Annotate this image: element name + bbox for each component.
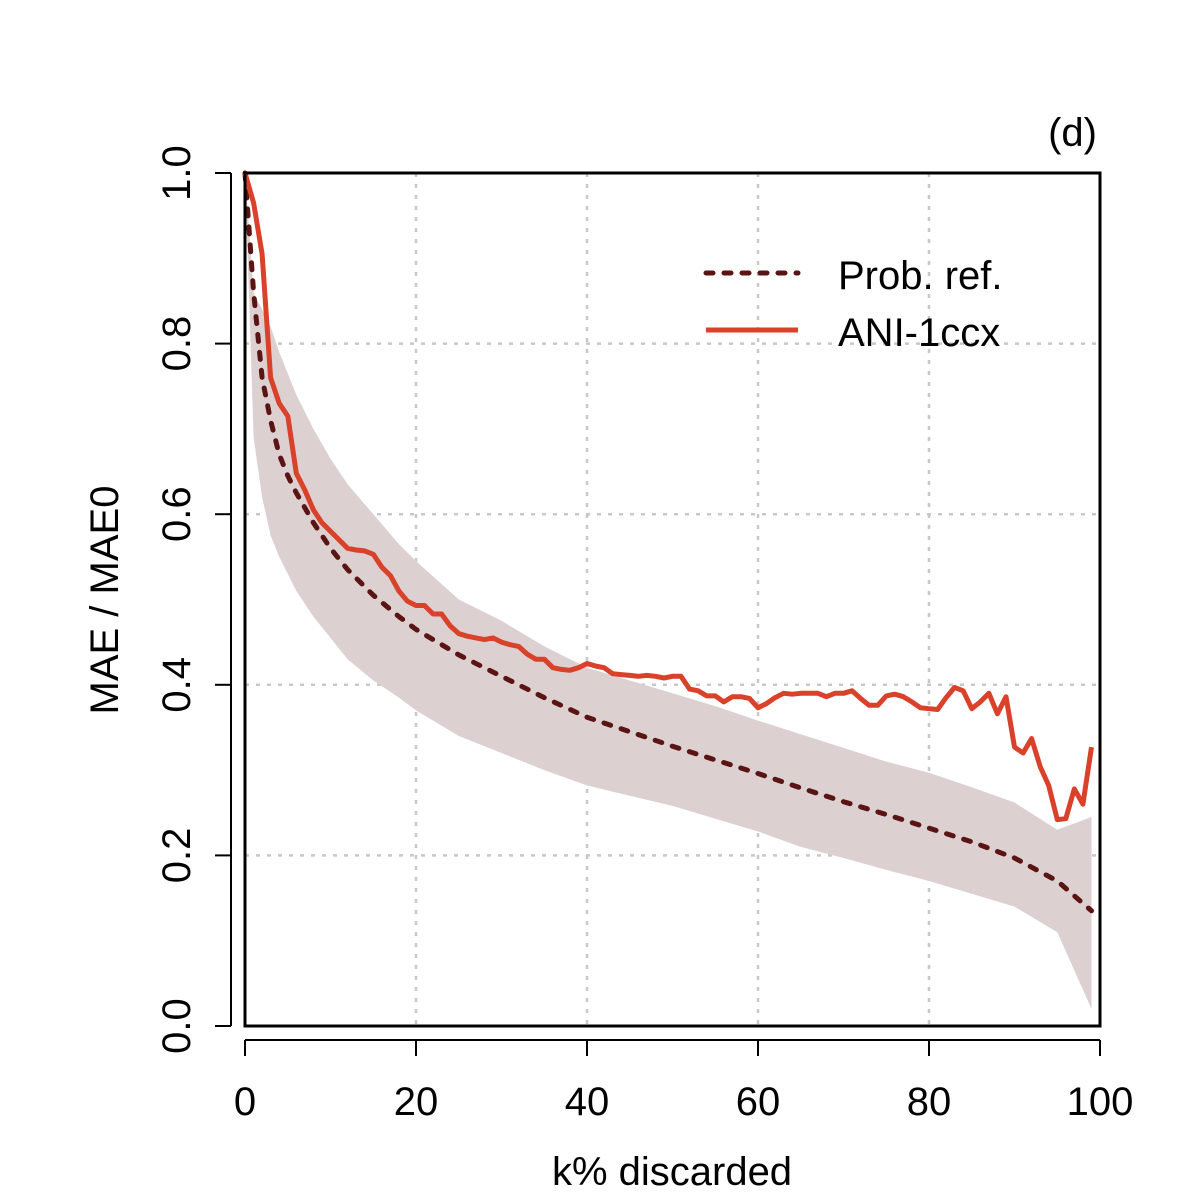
x-tick-label: 20: [394, 1080, 439, 1124]
uncertainty-band-layer: [245, 173, 1092, 1009]
y-tick-label: 0.8: [155, 316, 199, 372]
series-line-prob-ref: [242, 170, 1094, 914]
legend-label-prob-ref: Prob. ref.: [838, 254, 1003, 298]
uncertainty-band: [245, 173, 1092, 1009]
x-tick-label: 100: [1067, 1080, 1134, 1124]
plot-frame: [243, 171, 1102, 1028]
y-tick-label: 0.0: [155, 998, 199, 1054]
x-axis-title: k% discarded: [552, 1150, 792, 1194]
legend: Prob. ref. ANI-1ccx: [703, 254, 1003, 355]
x-tick-label: 0: [234, 1080, 256, 1124]
series-layer: [242, 170, 1094, 914]
axes: 0 20 40 60 80 100 0.0 0.2 0.4 0.6 0.8 1.0: [155, 145, 1133, 1124]
x-tick-label: 60: [736, 1080, 781, 1124]
x-tick-label: 40: [565, 1080, 610, 1124]
series-line-ani-1ccx: [242, 172, 1094, 823]
y-tick-label: 0.2: [155, 828, 199, 884]
y-tick-label: 0.4: [155, 657, 199, 713]
panel-label: (d): [1048, 111, 1097, 155]
y-axis-title: MAE / MAE0: [83, 486, 127, 715]
y-tick-label: 1.0: [155, 145, 199, 201]
legend-label-ani-1ccx: ANI-1ccx: [838, 311, 1000, 355]
y-tick-label: 0.6: [155, 486, 199, 542]
x-tick-label: 80: [907, 1080, 952, 1124]
